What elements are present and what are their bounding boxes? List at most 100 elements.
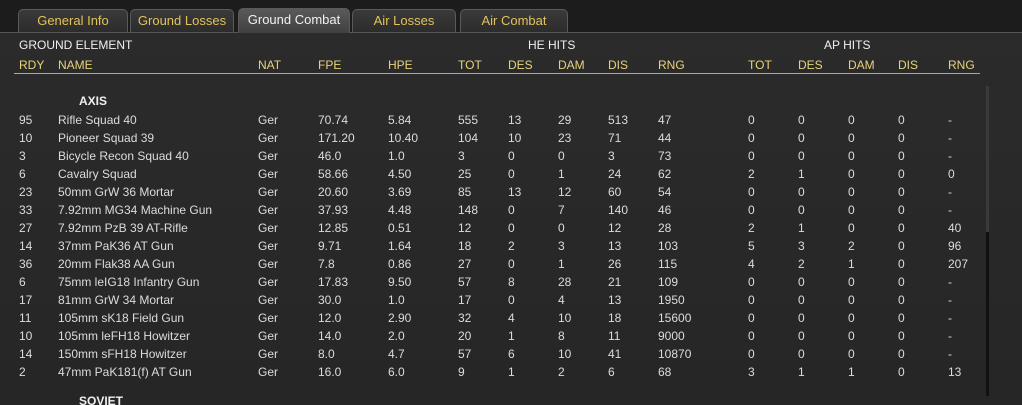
column-header[interactable]: RDY (19, 58, 45, 72)
cell: 5.84 (388, 113, 412, 127)
cell: 2 (848, 239, 855, 253)
cell: 13 (948, 365, 962, 379)
cell: 0 (558, 149, 565, 163)
section-title: AXIS (79, 94, 108, 108)
tab[interactable]: Ground Losses (130, 9, 234, 32)
cell: 23 (558, 131, 572, 145)
cell: 41 (608, 347, 622, 361)
cell: 115 (658, 257, 678, 271)
cell: 9000 (658, 329, 685, 343)
cell: 14 (19, 239, 33, 253)
cell: 46 (658, 203, 672, 217)
cell: 0 (798, 347, 805, 361)
column-header[interactable]: NAME (58, 58, 93, 72)
cell: 0.51 (388, 221, 412, 235)
cell: 0 (798, 329, 805, 343)
cell: 10870 (658, 347, 692, 361)
cell: 2 (558, 365, 565, 379)
cell: 2.90 (388, 311, 412, 325)
cell: 3.69 (388, 185, 412, 199)
cell: 0 (848, 185, 855, 199)
cell: 0 (558, 221, 565, 235)
tab[interactable]: Ground Combat (238, 8, 350, 33)
cell: 1 (798, 221, 805, 235)
cell: 68 (658, 365, 672, 379)
cell: Ger (258, 347, 279, 361)
cell: 0 (748, 329, 755, 343)
cell: 17 (458, 293, 472, 307)
tab[interactable]: Air Combat (460, 9, 568, 32)
cell: 9.71 (318, 239, 342, 253)
column-header[interactable]: DAM (848, 58, 875, 72)
cell: 0 (898, 221, 905, 235)
column-header[interactable]: HPE (388, 58, 413, 72)
cell: 10 (558, 311, 572, 325)
cell: 12.85 (318, 221, 349, 235)
cell: 47mm PaK181(f) AT Gun (58, 365, 192, 379)
cell: Ger (258, 329, 279, 343)
cell: 29 (558, 113, 572, 127)
column-header[interactable]: DAM (558, 58, 585, 72)
column-header[interactable]: TOT (458, 58, 482, 72)
cell: Ger (258, 239, 279, 253)
cell: Ger (258, 293, 279, 307)
column-header[interactable]: RNG (658, 58, 685, 72)
cell: - (948, 293, 952, 307)
tab[interactable]: Air Losses (352, 9, 456, 32)
cell: 0 (508, 167, 515, 181)
cell: 16.0 (318, 365, 342, 379)
column-header[interactable]: RNG (948, 58, 975, 72)
cell: Bicycle Recon Squad 40 (58, 149, 189, 163)
cell: 3 (19, 149, 26, 163)
column-header[interactable]: DES (798, 58, 823, 72)
cell: 6.0 (388, 365, 405, 379)
cell: 0 (898, 293, 905, 307)
cell: Ger (258, 131, 279, 145)
cell: Cavalry Squad (58, 167, 137, 181)
cell: 0.86 (388, 257, 412, 271)
cell: 1 (508, 329, 515, 343)
column-header[interactable]: FPE (318, 58, 342, 72)
cell: Ger (258, 311, 279, 325)
cell: 13 (608, 293, 622, 307)
cell: 3 (608, 149, 615, 163)
cell: 6 (19, 167, 26, 181)
column-header[interactable]: DIS (608, 58, 629, 72)
cell: 0 (748, 131, 755, 145)
column-header[interactable]: DIS (898, 58, 919, 72)
cell: 0 (898, 311, 905, 325)
cell: 0 (848, 293, 855, 307)
cell: 0 (898, 257, 905, 271)
cell: 2.0 (388, 329, 405, 343)
cell: Ger (258, 203, 279, 217)
cell: 150mm sFH18 Howitzer (58, 347, 187, 361)
cell: 10 (19, 131, 33, 145)
cell: 11 (19, 311, 32, 325)
cell: 18 (608, 311, 622, 325)
cell: 3 (748, 365, 755, 379)
cell: 140 (608, 203, 629, 217)
column-header[interactable]: TOT (748, 58, 772, 72)
cell: 2 (748, 221, 755, 235)
cell: 0 (848, 347, 855, 361)
cell: 1.0 (388, 293, 405, 307)
cell: 17 (19, 293, 33, 307)
tab[interactable]: General Info (18, 9, 128, 32)
ap-hits-header: AP HITS (824, 38, 871, 52)
cell: 0 (898, 149, 905, 163)
column-header[interactable]: NAT (258, 58, 282, 72)
cell: 50mm GrW 36 Mortar (58, 185, 175, 199)
cell: - (948, 131, 952, 145)
cell: 9.50 (388, 275, 412, 289)
cell: 3 (558, 239, 565, 253)
cell: 1 (508, 365, 515, 379)
section-title: SOVIET (79, 394, 124, 405)
cell: 7.92mm PzB 39 AT-Rifle (58, 221, 188, 235)
cell: 58.66 (318, 167, 349, 181)
cell: 12 (608, 221, 622, 235)
cell: 1 (798, 167, 805, 181)
scrollbar-thumb[interactable] (986, 232, 989, 396)
cell: 103 (658, 239, 679, 253)
cell: 27 (458, 257, 472, 271)
column-header[interactable]: DES (508, 58, 533, 72)
